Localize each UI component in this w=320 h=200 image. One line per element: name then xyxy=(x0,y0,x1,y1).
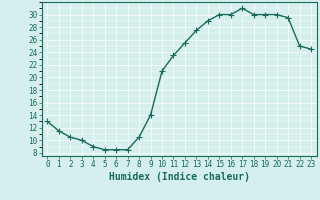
X-axis label: Humidex (Indice chaleur): Humidex (Indice chaleur) xyxy=(109,172,250,182)
